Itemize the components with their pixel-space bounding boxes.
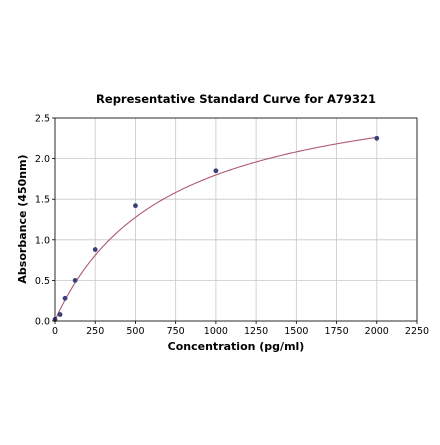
y-tick-label: 0.0 [35,317,50,328]
data-point [374,135,380,141]
y-axis-ticks: 0.0 0.5 1.0 1.5 2.0 2.5 [35,114,55,328]
y-tick-label: 2.0 [35,154,50,165]
chart-title: Representative Standard Curve for A79321 [96,92,376,106]
y-axis-label: Absorbance (450nm) [16,154,29,283]
x-tick-label: 500 [126,326,144,337]
data-point [57,312,63,317]
x-tick-label: 1500 [284,326,308,337]
y-tick-label: 1.0 [35,235,50,246]
x-tick-label: 250 [86,326,104,337]
plot-frame [54,117,418,322]
x-tick-label: 750 [167,326,185,337]
grid-lines [54,117,418,322]
y-tick-label: 2.5 [35,114,50,125]
x-tick-label: 0 [52,326,58,337]
fit-curve-line [54,136,377,321]
y-tick-label: 0.5 [35,276,50,287]
x-tick-label: 1250 [244,326,268,337]
data-point [72,278,78,283]
fit-curve-layer [54,136,377,321]
x-tick-label: 2000 [365,326,389,337]
data-point [92,247,98,252]
y-tick-label: 1.5 [35,195,50,206]
x-tick-label: 1750 [324,326,348,337]
data-point [62,295,68,301]
data-point [213,168,219,174]
x-axis-label: Concentration (pg/ml) [168,340,305,353]
data-points-layer [52,135,380,322]
x-tick-label: 1000 [204,326,228,337]
x-axis-ticks: 0 250 500 750 1000 1250 1500 1750 2000 2250 [52,321,429,337]
x-tick-label: 2250 [405,326,429,337]
data-point [133,203,138,209]
